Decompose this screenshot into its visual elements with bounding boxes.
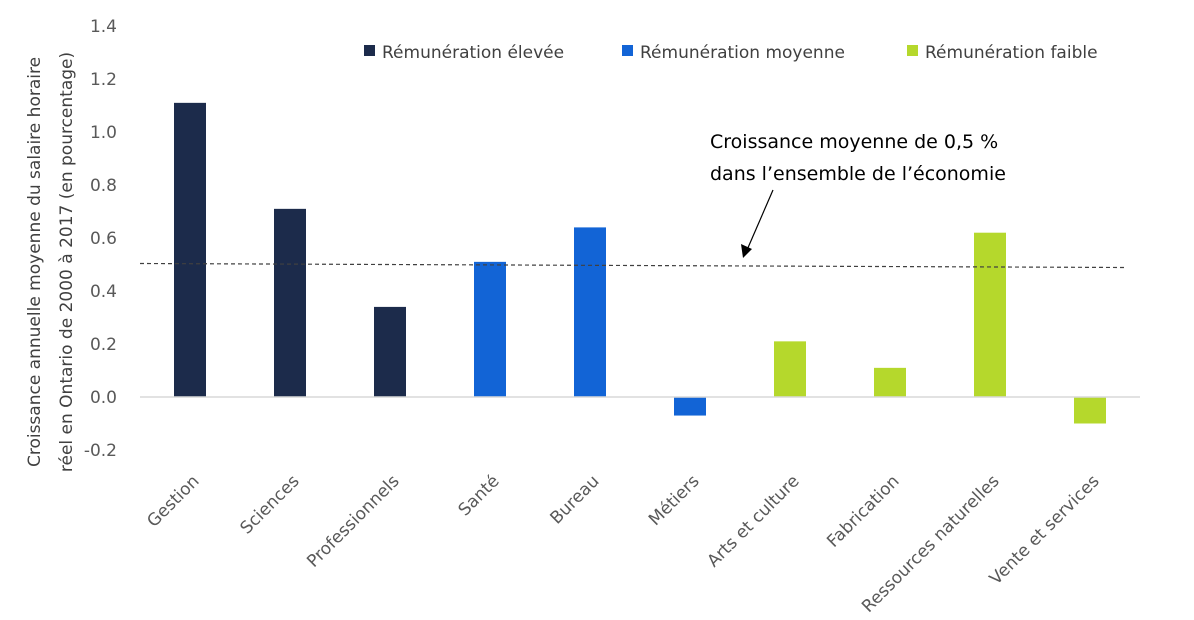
bar-4 <box>574 227 606 397</box>
bar-6 <box>774 341 806 397</box>
y-tick-label: 0.8 <box>90 176 117 196</box>
annotation-arrow-line <box>746 189 774 251</box>
bar-9 <box>1074 397 1106 424</box>
category-label: Professionnels <box>303 471 403 571</box>
annotation-arrow-head <box>741 244 752 258</box>
legend-swatch-medium <box>622 45 633 56</box>
annotation-line1: Croissance moyenne de 0,5 % <box>710 131 998 153</box>
category-label: Fabrication <box>823 471 903 551</box>
y-tick-label: -0.2 <box>84 441 117 461</box>
bar-5 <box>674 397 706 416</box>
legend-swatch-high <box>364 45 375 56</box>
y-tick-label: 1.2 <box>90 70 117 90</box>
average-reference-line <box>139 262 1126 269</box>
category-label: Bureau <box>546 471 603 528</box>
bar-7 <box>874 367 906 397</box>
category-label: Santé <box>455 471 504 520</box>
y-tick-label: 0.6 <box>90 229 117 249</box>
y-axis-title-line2: réel en Ontario de 2000 à 2017 (en pourc… <box>57 52 77 472</box>
legend-label-low: Rémunération faible <box>925 43 1098 63</box>
legend-label-high: Rémunération élevée <box>382 43 564 63</box>
bar-0 <box>174 102 206 397</box>
annotation-line2: dans l’ensemble de l’économie <box>710 163 1006 185</box>
bar-3 <box>474 261 506 397</box>
y-tick-label: 1.4 <box>90 17 117 37</box>
category-label: Gestion <box>143 471 203 531</box>
bar-1 <box>274 208 306 397</box>
category-label: Métiers <box>645 471 704 530</box>
y-tick-label: 1.0 <box>90 123 117 143</box>
category-label: Sciences <box>237 471 304 538</box>
category-label: Arts et culture <box>704 471 804 571</box>
bar-8 <box>974 232 1006 397</box>
y-axis-title-line1: Croissance annuelle moyenne du salaire h… <box>25 57 45 467</box>
y-tick-label: 0.2 <box>90 335 117 355</box>
bar-2 <box>374 306 406 397</box>
legend-label-medium: Rémunération moyenne <box>640 43 845 63</box>
y-tick-label: 0.0 <box>90 388 117 408</box>
legend-swatch-low <box>907 45 918 56</box>
y-tick-label: 0.4 <box>90 282 117 302</box>
category-label: Vente et services <box>986 471 1104 589</box>
